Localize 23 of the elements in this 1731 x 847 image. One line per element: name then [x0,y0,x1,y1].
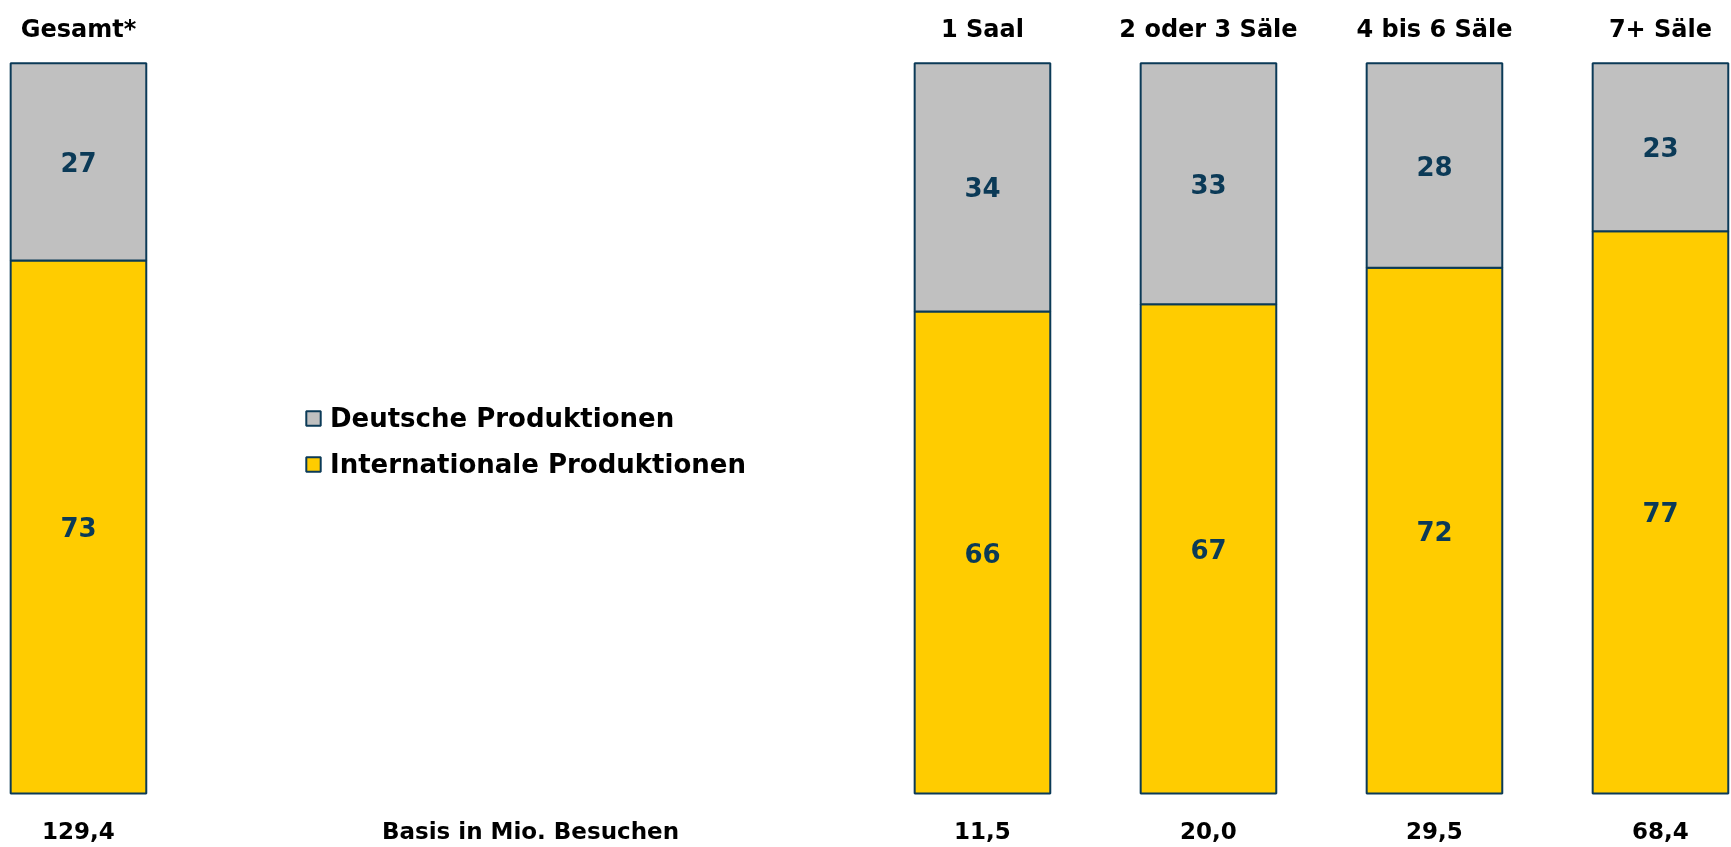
text: 129,4 [42,818,115,844]
text: 11,5 [954,818,1011,844]
text: Basis in Mio. Besuchen [381,817,680,844]
x-tick-label: 1 Saal [940,14,1024,43]
legend-label: Deutsche Produktionen [329,402,675,433]
x-tick-label: 4 bis 6 Säle [1356,14,1513,43]
data-label: 72 [1416,516,1453,547]
text: 20,0 [1180,818,1237,844]
data-label: 77 [1642,498,1679,529]
data-label: 23 [1642,133,1679,164]
data-label: 28 [1416,151,1453,182]
legend-label: Internationale Produktionen [329,448,746,479]
x-tick-label: Gesamt* [20,14,137,43]
text: 29,5 [1406,818,1463,844]
data-label: 67 [1190,534,1227,565]
data-label: 66 [964,538,1001,569]
data-label: 33 [1190,169,1227,200]
data-label: 34 [964,173,1001,204]
data-label: 27 [60,147,97,178]
text: 68,4 [1632,818,1689,844]
x-tick-label: 7+ Säle [1608,14,1713,43]
x-tick-label: 2 oder 3 Säle [1119,14,1298,43]
data-label: 73 [60,512,97,543]
